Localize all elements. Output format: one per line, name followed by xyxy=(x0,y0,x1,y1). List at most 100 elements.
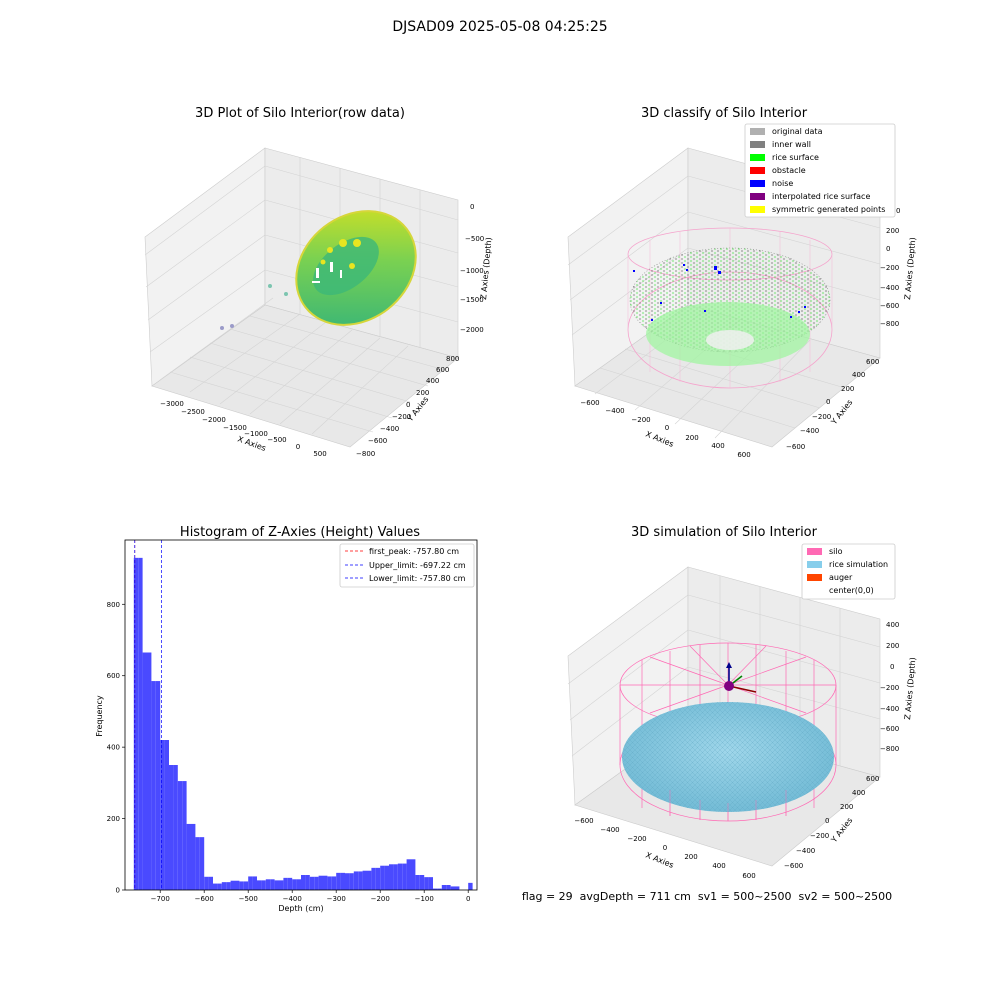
z-tick-label: −2000 xyxy=(460,326,484,334)
histogram-bar xyxy=(428,877,433,890)
histogram-bar xyxy=(221,882,227,890)
histogram-bar xyxy=(279,880,284,890)
legend-simulation: silo rice simulation auger center(0,0) xyxy=(801,543,896,600)
histogram-bar xyxy=(362,870,367,890)
histogram-bar xyxy=(318,875,323,890)
y-tick-label: 400 xyxy=(852,789,865,797)
z-axis-tick-labels: 400 200 0 −200 −400 −600 −800 xyxy=(880,621,899,753)
histogram-bar xyxy=(173,765,178,890)
histogram-bar xyxy=(305,875,310,890)
x-axis-tick-labels: −3000 −2500 −2000 −1500 −1000 −500 0 500 xyxy=(160,400,327,458)
y-tick-label: 0 xyxy=(825,817,829,825)
x-tick-label: 600 xyxy=(737,451,750,459)
histogram-bar xyxy=(327,876,332,890)
histogram-bar xyxy=(160,740,165,890)
histogram-bar xyxy=(217,883,222,890)
histogram-bar xyxy=(182,781,187,890)
x-tick-label: −100 xyxy=(415,895,434,903)
y-tick-label: 600 xyxy=(866,358,879,366)
histogram-vlines xyxy=(134,540,162,890)
histogram-bar xyxy=(450,886,455,890)
histogram-bar xyxy=(349,873,354,890)
legend-label: rice surface xyxy=(772,153,819,162)
histogram-bar xyxy=(455,886,460,890)
y-axis-label: Y Axies xyxy=(405,395,431,424)
histogram-bar xyxy=(292,879,297,890)
center-gap xyxy=(706,330,754,350)
x-tick-label: −500 xyxy=(239,895,258,903)
histogram-bar xyxy=(415,875,420,890)
y-tick-label: 200 xyxy=(841,385,854,393)
x-tick-label: 0 xyxy=(665,424,669,432)
z-tick-label: −200 xyxy=(880,684,899,692)
legend-label: center(0,0) xyxy=(829,586,874,595)
x-tick-label: −400 xyxy=(283,895,302,903)
y-tick-label: −400 xyxy=(380,425,399,433)
histogram-bar xyxy=(155,681,161,890)
y-tick-label: 0 xyxy=(826,398,830,406)
y-axis-tick-labels: −600 −400 −200 0 200 400 600 xyxy=(786,358,879,451)
histogram-bar xyxy=(371,867,376,890)
z-tick-label: 200 xyxy=(886,227,899,235)
legend-label: interpolated rice surface xyxy=(772,192,870,201)
z-axis-tick-labels: 0 −500 −1000 −1500 −2000 xyxy=(460,203,484,334)
x-tick-label: −200 xyxy=(371,895,390,903)
x-tick-label: −400 xyxy=(605,407,624,415)
histogram-bar xyxy=(226,882,231,890)
x-tick-label: −700 xyxy=(151,895,170,903)
histogram-legend: first_peak: -757.80 cm Upper_limit: -697… xyxy=(339,543,475,588)
z-tick-label: −1000 xyxy=(460,267,484,275)
legend-swatch xyxy=(807,561,822,568)
y-tick-label: 200 xyxy=(840,803,853,811)
x-tick-label: −1000 xyxy=(244,430,268,438)
footer-status: flag = 29 avgDepth = 711 cm sv1 = 500~25… xyxy=(522,890,892,903)
legend-label: auger xyxy=(829,573,853,582)
z-tick-label: 0 xyxy=(886,245,890,253)
histogram-bar xyxy=(468,882,473,890)
rice-surface-highlights xyxy=(320,239,361,269)
x-tick-label: −500 xyxy=(267,436,286,444)
histogram-bar xyxy=(235,880,240,890)
histogram-bar xyxy=(397,863,403,890)
histogram-bar xyxy=(433,888,438,890)
histogram-bar xyxy=(283,877,288,890)
z-axis-label: Z Axies (Depth) xyxy=(903,657,917,720)
histogram-bar xyxy=(274,880,279,890)
legend-frame xyxy=(801,543,896,600)
histogram-bar xyxy=(243,881,249,890)
histogram-bar xyxy=(353,871,359,890)
histogram-bar xyxy=(191,823,196,890)
histogram-bar xyxy=(323,875,328,890)
outlier-points xyxy=(220,284,288,330)
silo-front-lines xyxy=(669,790,787,821)
histogram-bar xyxy=(411,859,416,890)
histogram-bar xyxy=(393,864,398,890)
histogram-bar xyxy=(384,865,389,890)
histogram-bar xyxy=(177,781,183,890)
histogram-bar xyxy=(446,885,451,890)
histogram-bar xyxy=(261,880,266,890)
y-axis-label: Y Axies xyxy=(829,398,855,427)
legend-swatch xyxy=(750,167,765,174)
x-tick-label: 400 xyxy=(712,862,725,870)
legend-frame xyxy=(744,123,896,218)
y-tick-label: −400 xyxy=(796,847,815,855)
x-tick-label: −3000 xyxy=(160,400,184,408)
histogram-bar xyxy=(230,880,235,890)
y-tick-label: 0 xyxy=(406,401,410,409)
legend-label: Lower_limit: -757.80 cm xyxy=(369,574,466,583)
y-axis-ticks: 0 200 400 600 800 xyxy=(107,601,125,895)
x-tick-label: −300 xyxy=(327,895,346,903)
center-axes-marker xyxy=(724,662,757,693)
histogram-bar xyxy=(147,652,152,890)
pane-floor xyxy=(151,304,459,448)
y-tick-label: 600 xyxy=(866,775,879,783)
histogram-bar xyxy=(419,875,425,890)
y-tick-label: 600 xyxy=(107,672,120,680)
histogram-bar xyxy=(208,876,213,890)
legend-label: rice simulation xyxy=(829,560,888,569)
histogram-bar xyxy=(314,876,319,890)
histogram-bars xyxy=(133,557,473,890)
histogram-bar xyxy=(406,859,411,890)
legend-label: silo xyxy=(829,547,843,556)
